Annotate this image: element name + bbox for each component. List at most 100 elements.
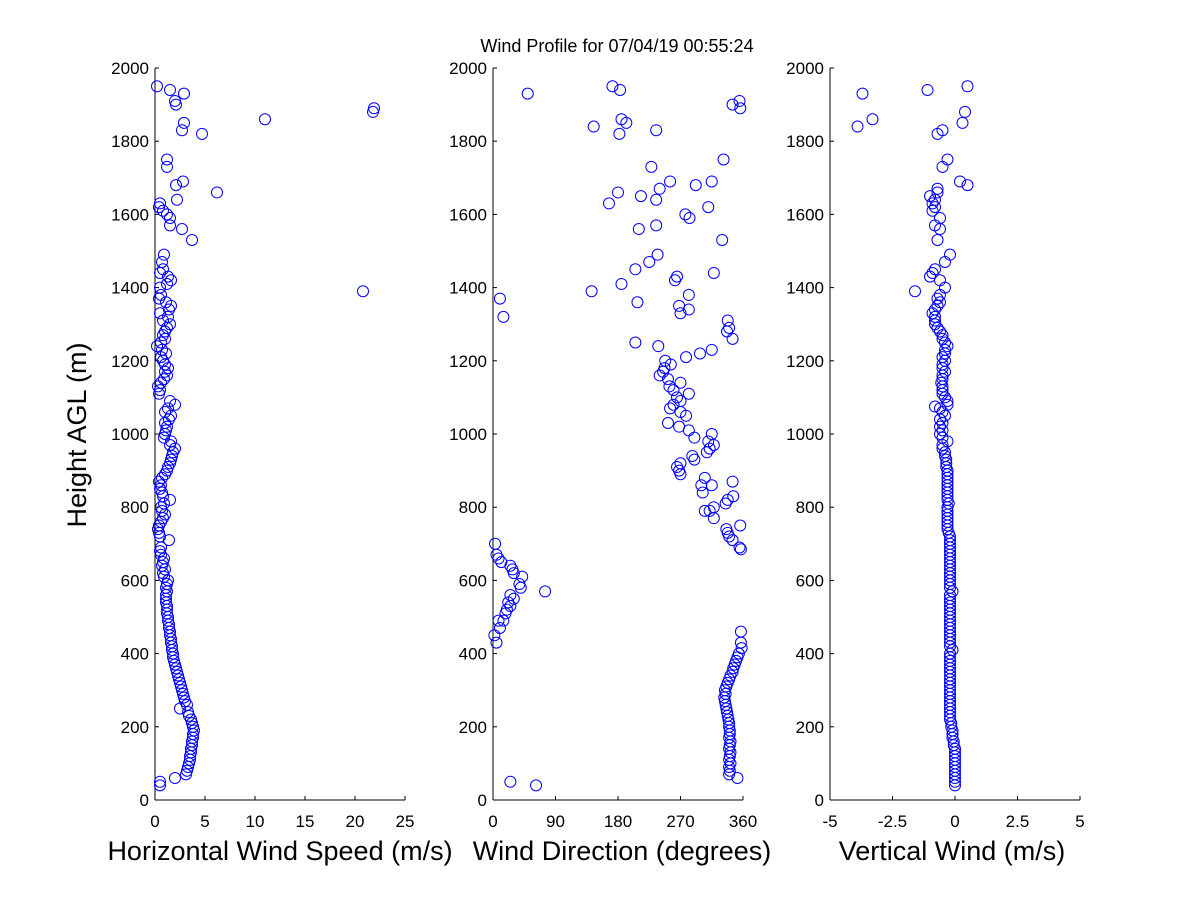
y-tick-label: 200 [796,718,824,737]
y-tick-label: 600 [121,571,149,590]
data-point [165,453,177,466]
y-tick-label: 600 [796,571,824,590]
y-tick-label: 600 [459,571,487,590]
data-point [160,347,172,360]
data-point [856,87,869,100]
data-point [689,179,702,192]
x-tick-label: 5 [200,812,209,831]
data-point [162,362,174,375]
data-point [500,603,513,616]
data-point [182,761,194,774]
data-point [929,201,941,214]
data-point [629,336,642,349]
data-point [929,400,941,413]
data-point [944,596,956,609]
data-point [946,585,959,598]
data-point [152,523,164,536]
data-point [615,113,628,126]
data-point [720,523,733,536]
y-tick-label: 800 [796,498,824,517]
data-point [151,80,163,93]
data-point [169,772,181,785]
data-point [683,212,696,225]
data-point [735,642,748,655]
x-tick-label: 2.5 [1006,812,1030,831]
data-point [161,208,173,221]
data-point [939,255,951,268]
data-point [961,179,974,192]
data-point [931,186,944,199]
data-point [188,724,200,737]
data-point [169,658,181,671]
data-point [698,471,711,484]
data-point [170,179,182,192]
data-point [707,501,720,514]
data-point [155,376,167,389]
data-point [177,687,189,700]
data-point [671,391,684,404]
data-point [187,720,199,733]
data-point [156,471,168,484]
data-point [493,621,506,634]
data-point [493,292,506,305]
data-point [151,340,163,353]
data-series [851,80,974,792]
data-point [705,343,718,356]
data-point [155,288,167,301]
data-point [612,186,624,199]
data-point [170,662,182,675]
data-point [178,116,190,129]
data-point [662,417,674,430]
data-point [164,457,176,470]
data-point [705,175,718,188]
data-point [629,263,642,276]
data-point [936,417,949,430]
data-point [154,530,166,543]
data-point [164,212,176,225]
y-tick-label: 1800 [111,132,149,151]
data-point [936,406,949,419]
data-point [680,351,693,364]
data-point [492,614,505,627]
data-series [151,80,380,792]
data-point [357,285,369,298]
data-point [934,402,946,415]
y-tick-label: 2000 [449,59,487,78]
data-point [156,559,168,572]
data-point [152,380,164,393]
data-point [931,292,944,305]
data-point [159,428,171,440]
x-tick-label: 90 [546,812,565,831]
vertical-wind-panel: 0 200 400 600 800 1000 1200 1400 1600 1800 2000 -5 -… [786,59,1085,866]
data-point [173,673,185,686]
data-point [727,490,740,503]
y-tick-label: 1200 [449,352,487,371]
data-point [726,665,739,678]
data-point [157,263,169,276]
y-tick-label: 1600 [786,205,824,224]
data-point [866,113,879,126]
data-point [614,83,627,96]
data-point [939,449,951,462]
data-point [956,116,969,129]
y-tick-label: 1800 [786,132,824,151]
data-point [936,351,949,364]
data-point [155,336,167,349]
data-point [959,105,971,118]
data-point [182,706,194,719]
data-point [161,160,173,173]
data-point [186,234,198,247]
data-point [162,402,174,415]
data-point [679,208,692,221]
data-point [181,764,193,777]
data-point [695,479,708,492]
data-point [939,336,951,349]
data-point [154,197,166,210]
data-point [936,424,949,437]
data-point [961,80,974,93]
data-point [936,332,949,345]
data-point [171,665,183,678]
data-point [664,402,677,415]
data-point [663,380,676,393]
data-point [634,190,647,203]
